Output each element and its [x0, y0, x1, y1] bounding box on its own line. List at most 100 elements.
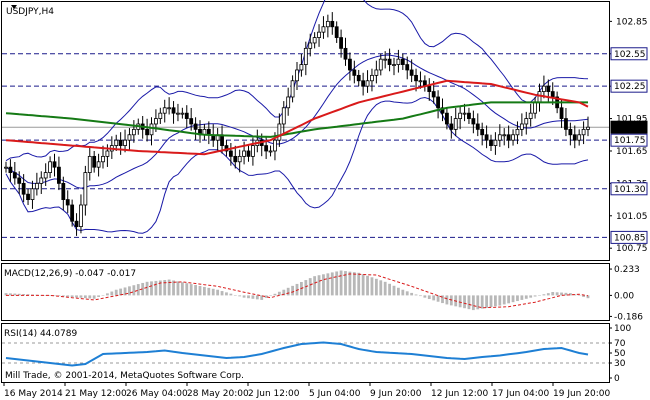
macd-histogram-bar	[322, 274, 325, 296]
rsi-axis-tick-label: 30	[614, 359, 626, 369]
macd-histogram-bar	[273, 293, 277, 296]
candle	[480, 122, 485, 146]
main-chart-title: USDJPY,H4	[6, 7, 54, 17]
candle	[127, 128, 132, 151]
x-axis-tick-label: 9 Jun 20:00	[370, 389, 422, 399]
macd-histogram-bar	[560, 292, 563, 296]
candle-body	[273, 139, 277, 152]
x-axis-tick-label: 5 Jun 04:00	[309, 389, 361, 399]
candle-body	[568, 128, 573, 136]
macd-histogram-bar	[198, 285, 202, 296]
candle	[436, 90, 440, 119]
candle-body	[180, 112, 185, 115]
macd-histogram-bar	[511, 295, 515, 303]
candle-body	[497, 134, 502, 141]
macd-histogram-bar	[502, 295, 506, 305]
candle-body	[21, 182, 26, 195]
macd-histogram-bar	[13, 293, 17, 296]
candle	[149, 117, 154, 146]
candle	[458, 106, 463, 130]
macd-histogram-bar	[172, 280, 175, 296]
candle-body	[57, 166, 61, 184]
macd-histogram-bar	[339, 270, 343, 296]
macd-histogram-bar	[53, 295, 56, 296]
candle	[325, 14, 330, 38]
candle-body	[52, 161, 57, 168]
candle	[577, 129, 582, 146]
macd-histogram-bar	[533, 295, 537, 297]
candle	[542, 75, 546, 99]
candle	[427, 78, 432, 101]
macd-histogram-bar	[163, 280, 167, 296]
macd-histogram-bar	[48, 295, 52, 296]
macd-histogram-bar	[119, 288, 123, 296]
rsi-indicator-title: RSI(14) 44.0789	[4, 329, 77, 339]
candle	[374, 60, 379, 84]
candle-body	[511, 134, 515, 141]
candle	[193, 117, 198, 140]
candle-body	[409, 69, 414, 76]
macd-panel-frame	[1, 263, 610, 321]
candle	[519, 113, 524, 137]
candle-body	[4, 166, 8, 169]
candle	[237, 149, 242, 173]
candle-body	[251, 145, 255, 157]
candle-body	[405, 64, 410, 71]
macd-histogram-bar	[92, 295, 96, 299]
candle-body	[533, 101, 537, 114]
candle	[348, 52, 352, 81]
candle-body	[577, 134, 582, 141]
candle	[396, 49, 401, 73]
macd-histogram-bar	[397, 287, 400, 296]
candle-body	[493, 139, 498, 146]
candle-body	[396, 58, 401, 65]
macd-histogram-bar	[203, 286, 206, 296]
macd-histogram-bar	[401, 289, 405, 296]
candles	[4, 12, 590, 236]
rsi-line	[5, 341, 589, 367]
candle	[167, 97, 172, 115]
candle	[48, 156, 52, 178]
candle-body	[299, 64, 304, 71]
candle-body	[414, 74, 418, 82]
macd-histogram-bar	[529, 295, 533, 298]
macd-histogram-bar	[366, 275, 369, 296]
candle-body	[233, 155, 238, 163]
level-price-tag	[610, 79, 648, 93]
level-price-tag	[610, 182, 648, 196]
candle	[356, 69, 361, 87]
candle	[370, 68, 374, 92]
candle	[96, 153, 101, 177]
candle	[286, 87, 291, 116]
macd-histogram-bar	[520, 295, 524, 300]
macd-histogram-bar	[432, 295, 436, 301]
macd-histogram-bar	[405, 291, 409, 296]
candle-body	[264, 145, 269, 152]
candle-body	[418, 80, 423, 83]
macd-histogram-bar	[9, 293, 12, 296]
macd-histogram-bar	[441, 295, 444, 304]
macd-histogram-bar	[308, 278, 312, 296]
macd-histogram-bar	[374, 278, 378, 296]
macd-histogram-bar	[260, 295, 264, 300]
rsi-axis-tick-label: 70	[614, 339, 626, 349]
macd-histogram	[4, 270, 590, 311]
candle-body	[149, 123, 154, 136]
candle	[17, 171, 22, 194]
macd-histogram-bar	[344, 271, 347, 296]
candle	[537, 83, 542, 112]
bollinger-lower-band	[5, 96, 589, 234]
macd-histogram-bar	[128, 286, 131, 296]
macd-histogram-bar	[269, 295, 272, 296]
candle	[453, 107, 458, 137]
candle	[255, 129, 260, 153]
candle	[74, 213, 79, 236]
macd-histogram-bar	[57, 295, 61, 297]
macd-histogram-bar	[348, 271, 352, 296]
candle-body	[374, 69, 379, 76]
candle	[180, 107, 185, 119]
macd-histogram-bar	[335, 271, 339, 296]
candle	[52, 153, 57, 177]
candle	[251, 137, 255, 166]
